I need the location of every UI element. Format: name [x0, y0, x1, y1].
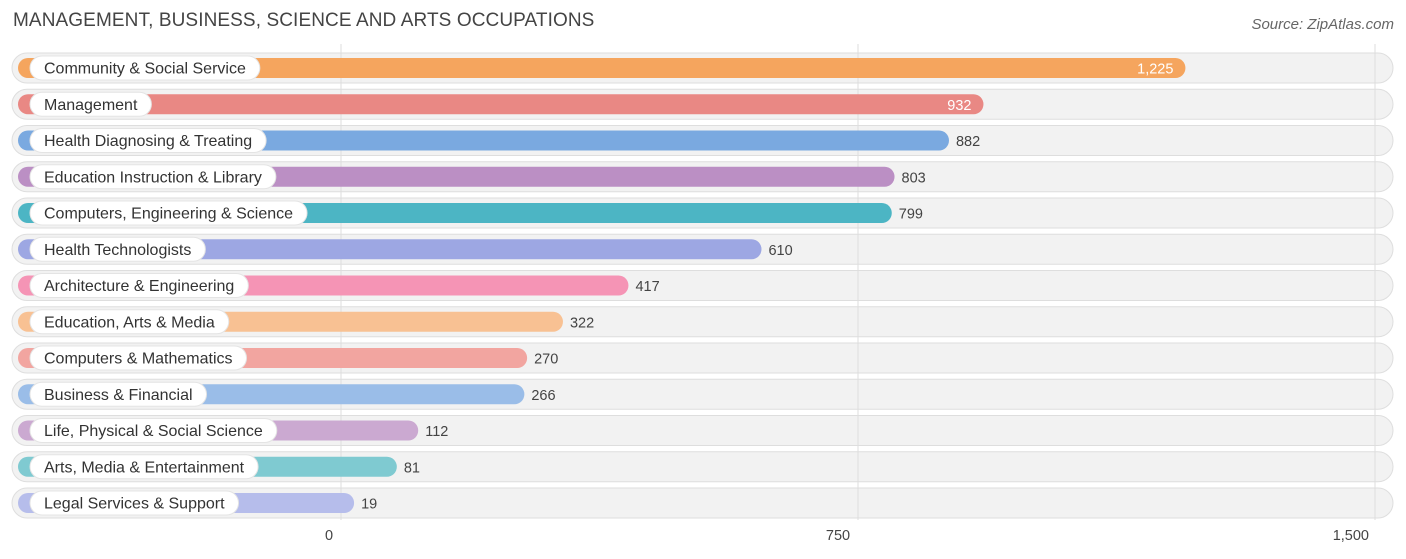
category-label: Life, Physical & Social Science	[44, 423, 263, 440]
category-label-pill	[29, 490, 240, 516]
category-label-pill	[29, 454, 259, 480]
bar-row: Computers, Engineering & Science 799	[18, 200, 923, 226]
category-label-pill	[29, 418, 278, 443]
bar-row: Business & Financial 266	[18, 381, 556, 407]
value-label: 1,225	[1137, 62, 1173, 78]
category-label: Computers, Engineering & Science	[44, 206, 293, 223]
category-label-pill	[29, 128, 267, 153]
bar-row: Community & Social Service 1,225	[18, 55, 1186, 81]
value-label: 81	[404, 460, 420, 476]
value-label: 799	[899, 207, 923, 223]
value-label: 417	[635, 279, 659, 295]
chart-title: MANAGEMENT, BUSINESS, SCIENCE AND ARTS O…	[13, 10, 595, 31]
category-label: Education, Arts & Media	[44, 314, 215, 331]
bar-row: Management 932	[18, 91, 984, 117]
bar-row: Legal Services & Support 19	[18, 490, 377, 516]
category-label-pill	[29, 55, 261, 81]
category-label: Legal Services & Support	[44, 496, 225, 513]
category-label: Education Instruction & Library	[44, 169, 262, 186]
category-label: Health Technologists	[44, 242, 191, 259]
value-label: 932	[947, 98, 971, 114]
category-label: Community & Social Service	[44, 61, 246, 78]
source-label: Source: ZipAtlas.com	[1251, 16, 1394, 33]
category-label-pill	[29, 309, 230, 335]
category-label: Arts, Media & Entertainment	[44, 459, 245, 476]
bar-row: Health Diagnosing & Treating 882	[18, 128, 980, 153]
bar-row: Education, Arts & Media 322	[18, 309, 594, 335]
bar	[18, 58, 1186, 78]
category-label: Computers & Mathematics	[44, 351, 233, 368]
value-label: 610	[768, 243, 792, 259]
category-label: Management	[44, 97, 138, 114]
x-tick-label: 1,500	[1333, 528, 1369, 544]
category-label-pill	[29, 236, 206, 262]
category-label-pill	[29, 345, 248, 371]
bar-row: Health Technologists 610	[18, 236, 793, 262]
bar	[18, 94, 984, 115]
category-label-pill	[29, 164, 277, 190]
category-label-pill	[29, 273, 249, 298]
category-label: Health Diagnosing & Treating	[44, 133, 252, 150]
row-track	[11, 487, 1394, 519]
x-tick-label: 0	[325, 528, 333, 544]
category-label-pill	[29, 200, 308, 226]
value-label: 19	[361, 497, 377, 513]
bar-row: Architecture & Engineering 417	[18, 273, 660, 298]
value-label: 112	[425, 424, 448, 440]
category-label: Business & Financial	[44, 387, 193, 404]
x-tick-label: 750	[826, 528, 850, 544]
bar-row: Computers & Mathematics 270	[18, 345, 558, 371]
bar-row: Life, Physical & Social Science 112	[18, 418, 448, 443]
value-label: 803	[902, 170, 926, 186]
value-label: 322	[570, 315, 594, 331]
category-label-pill	[29, 91, 152, 117]
bar-row: Education Instruction & Library 803	[18, 164, 926, 190]
bar-row: Arts, Media & Entertainment 81	[18, 454, 420, 480]
value-label: 882	[956, 134, 980, 150]
category-label-pill	[29, 381, 208, 407]
category-label: Architecture & Engineering	[44, 278, 234, 295]
value-label: 266	[531, 388, 555, 404]
value-label: 270	[534, 352, 558, 368]
